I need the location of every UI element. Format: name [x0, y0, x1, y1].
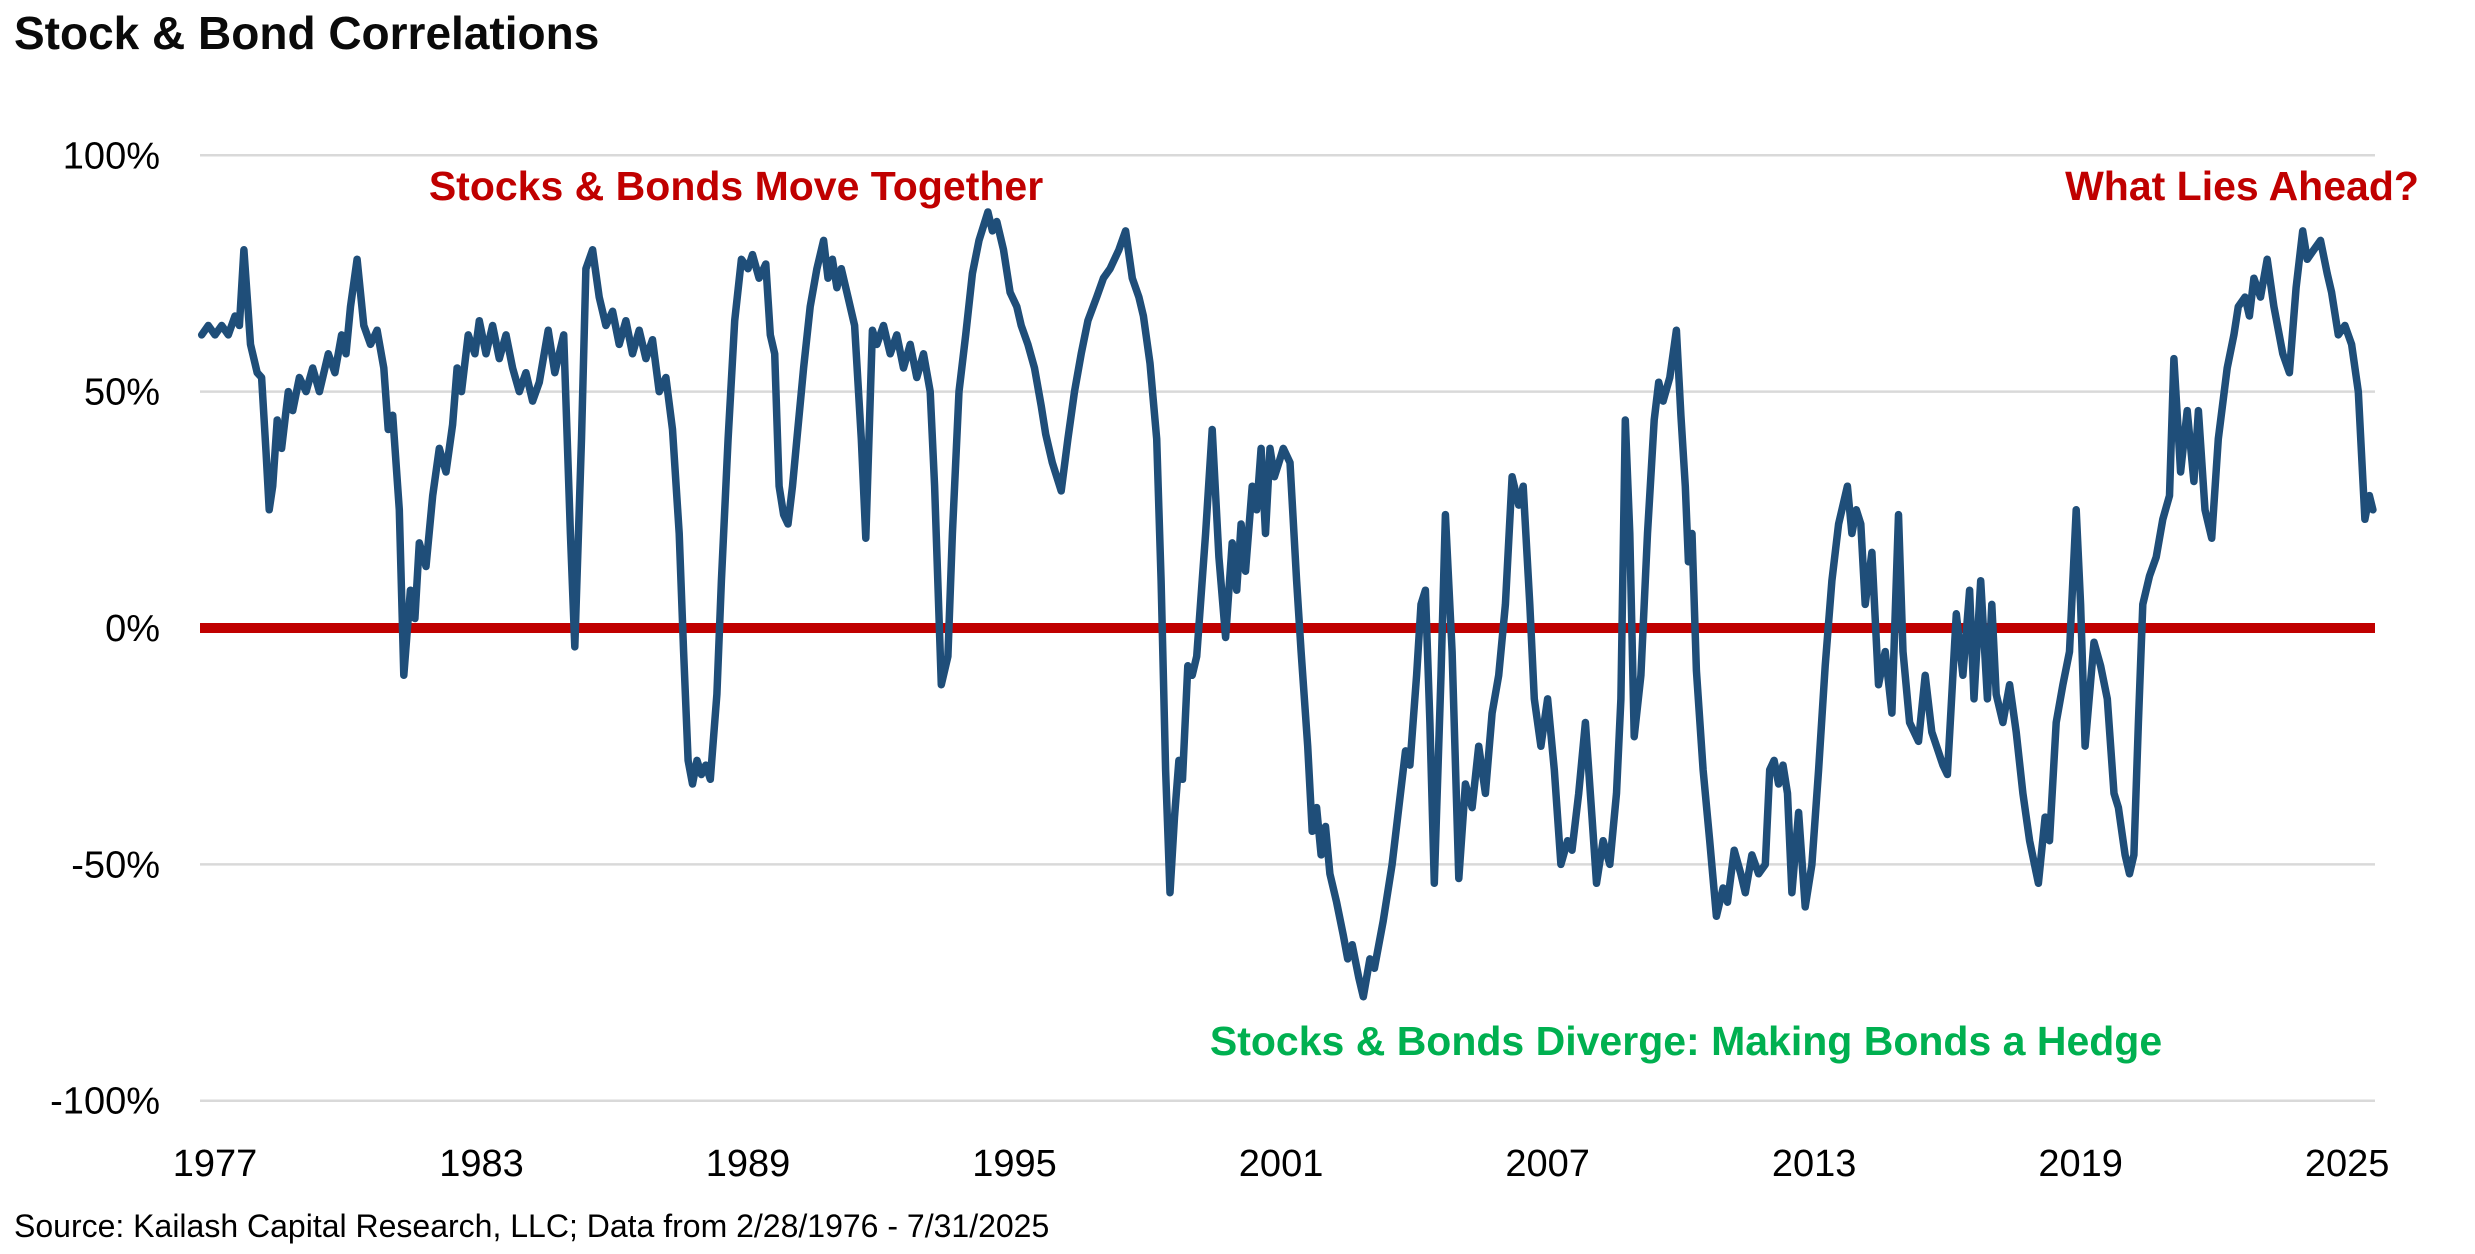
- x-tick-label: 1977: [173, 1143, 258, 1185]
- annotation-what-lies-ahead: What Lies Ahead?: [2065, 163, 2419, 209]
- x-tick-label: 2019: [2038, 1143, 2123, 1185]
- annotation-stocks-bonds-diverge: Stocks & Bonds Diverge: Making Bonds a H…: [1209, 1018, 2163, 1064]
- y-tick-label: -100%: [50, 1081, 160, 1123]
- x-tick-label: 2007: [1505, 1143, 1590, 1185]
- y-tick-label: 0%: [105, 608, 160, 650]
- x-tick-label: 1983: [439, 1143, 524, 1185]
- y-tick-label: 50%: [84, 372, 160, 414]
- page-title: Stock & Bond Correlations: [14, 7, 600, 59]
- series-line: [197, 208, 2377, 1001]
- x-tick-label: 2001: [1239, 1143, 1324, 1185]
- x-tick-label: 1989: [706, 1143, 791, 1185]
- x-tick-label: 2025: [2305, 1143, 2390, 1185]
- x-tick-label: 2013: [1772, 1143, 1857, 1185]
- x-tick-label: 1995: [972, 1143, 1057, 1185]
- annotation-stocks-bonds-move-together: Stocks & Bonds Move Together: [428, 163, 1044, 209]
- y-tick-label: 100%: [63, 135, 160, 177]
- source-note: Source: Kailash Capital Research, LLC; D…: [14, 1208, 1050, 1244]
- y-tick-label: -50%: [71, 844, 160, 886]
